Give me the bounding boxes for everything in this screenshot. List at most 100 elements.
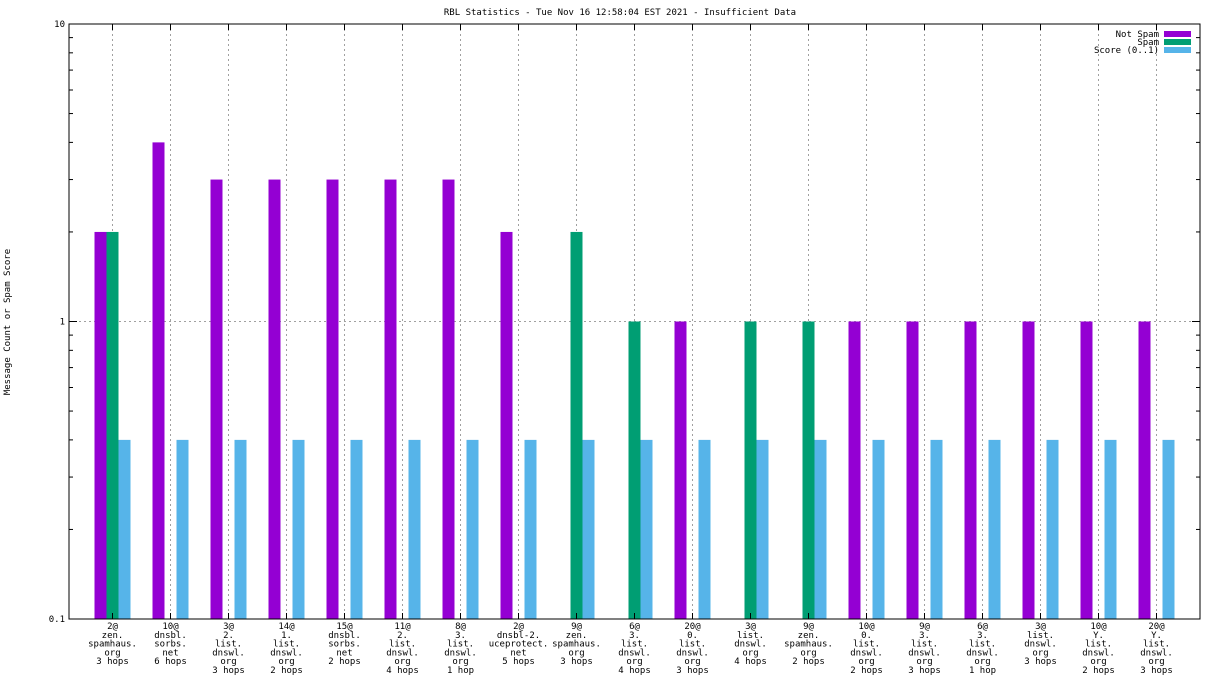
- x-tick-label-line: 3@: [1035, 622, 1046, 632]
- x-tick-label-line: 14@: [278, 622, 295, 632]
- x-tick-label-line: dnswl.: [908, 648, 941, 658]
- x-tick-label-line: org: [626, 657, 642, 667]
- x-tick-label-line: dnsbl-2.: [497, 631, 540, 641]
- x-tick-label: 10@ Y. list. dnswl. org 2 hops: [1082, 622, 1115, 676]
- legend-label: Not Spam: [1116, 30, 1159, 40]
- bar-score-0-1: [292, 439, 305, 619]
- bar-not-spam: [152, 142, 165, 619]
- x-tick-label-line: dnswl.: [1082, 648, 1115, 658]
- x-tick-label-line: 3.: [629, 631, 640, 641]
- bars: [94, 142, 1175, 619]
- bar-not-spam: [326, 179, 339, 619]
- x-tick-label-line: net: [162, 648, 178, 658]
- x-tick-label-line: list.: [911, 640, 938, 650]
- x-tick-label-line: net: [510, 648, 526, 658]
- x-tick-label-line: sorbs.: [328, 640, 361, 650]
- bar-score-0-1: [1104, 439, 1117, 619]
- x-tick-label-line: Y.: [1093, 631, 1104, 641]
- x-tick-label-line: dnswl.: [618, 648, 651, 658]
- x-tick-label-line: 3 hops: [212, 666, 245, 676]
- x-tick-label-line: 2 hops: [850, 666, 883, 676]
- x-tick-label-line: 3 hops: [1024, 657, 1057, 667]
- x-tick-label-line: org: [1032, 648, 1048, 658]
- legend-label: Score (0..1): [1094, 46, 1159, 56]
- legend-label: Spam: [1137, 38, 1159, 48]
- x-tick-label-line: list.: [447, 640, 474, 650]
- x-tick-label: 20@ Y. list. dnswl. org 3 hops: [1140, 622, 1173, 676]
- bar-score-0-1: [756, 439, 769, 619]
- x-tick-label-line: 6 hops: [154, 657, 187, 667]
- x-tick-label-line: 2.: [223, 631, 234, 641]
- x-tick-label-line: zen.: [102, 631, 124, 641]
- x-tick-label: 20@ 0. list. dnswl. org 3 hops: [676, 622, 709, 676]
- bar-score-0-1: [640, 439, 653, 619]
- x-tick-label-line: 1 hop: [447, 666, 474, 676]
- x-tick-label-line: list.: [969, 640, 996, 650]
- x-tick-label-line: 6@: [629, 622, 640, 632]
- x-tick-label-line: 2@: [107, 622, 118, 632]
- x-tick-label-line: dnswl.: [850, 648, 883, 658]
- x-tick-label-line: 15@: [336, 622, 353, 632]
- x-tick-label-line: 2@: [513, 622, 524, 632]
- x-tick-label-line: 4 hops: [386, 666, 419, 676]
- x-tick-label-line: spamhaus.: [88, 640, 137, 650]
- x-tick-label-line: 3.: [977, 631, 988, 641]
- x-tick-label-line: 10@: [858, 622, 875, 632]
- bar-not-spam: [500, 231, 513, 619]
- x-tick-label-line: 1 hop: [969, 666, 996, 676]
- bar-score-0-1: [582, 439, 595, 619]
- bar-not-spam: [848, 321, 861, 619]
- x-tick-label-line: list.: [1143, 640, 1170, 650]
- bar-score-0-1: [234, 439, 247, 619]
- x-tick-label-line: 6@: [977, 622, 988, 632]
- x-tick-label-line: 3@: [745, 622, 756, 632]
- x-tick-label-line: list.: [1085, 640, 1112, 650]
- x-tick-label-line: org: [568, 648, 584, 658]
- x-tick-label-line: 9@: [803, 622, 814, 632]
- x-tick-label-line: org: [742, 648, 758, 658]
- x-tick-label-line: 10@: [1090, 622, 1107, 632]
- bar-not-spam: [268, 179, 281, 619]
- bar-not-spam: [1138, 321, 1151, 619]
- x-tick-label-line: org: [104, 648, 120, 658]
- x-tick-label-line: org: [916, 657, 932, 667]
- x-tick-label-line: dnswl.: [676, 648, 709, 658]
- x-tick-label-line: org: [1148, 657, 1164, 667]
- x-tick-label-line: org: [1090, 657, 1106, 667]
- x-tick-label: 8@ 3. list. dnswl. org 1 hop: [444, 622, 477, 676]
- legend-swatch: [1164, 47, 1191, 53]
- x-tick-label: 3@ list. dnswl. org 3 hops: [1024, 622, 1057, 667]
- bar-score-0-1: [350, 439, 363, 619]
- x-tick-label-line: org: [974, 657, 990, 667]
- x-tick-label-line: 2 hops: [328, 657, 361, 667]
- x-tick-label: 14@ 1. list. dnswl. org 2 hops: [270, 622, 303, 676]
- x-tick-label-line: dnswl.: [734, 640, 767, 650]
- bar-score-0-1: [118, 439, 131, 619]
- x-tick-label: 3@ 2. list. dnswl. org 3 hops: [212, 622, 245, 676]
- x-tick-label-line: 3@: [223, 622, 234, 632]
- x-tick-label-line: list.: [273, 640, 300, 650]
- x-tick-label-line: list.: [215, 640, 242, 650]
- legend-swatch: [1164, 39, 1191, 45]
- y-tick-label: 10: [54, 20, 65, 30]
- x-tick-label-line: 2 hops: [792, 657, 825, 667]
- x-tick-label-line: list.: [679, 640, 706, 650]
- bar-spam: [570, 231, 583, 619]
- x-tick-label-line: list.: [1027, 631, 1054, 641]
- x-tick-label-line: 3 hops: [560, 657, 593, 667]
- x-tick-label: 9@ zen. spamhaus. org 2 hops: [784, 622, 833, 667]
- x-tick-label-line: dnswl.: [1140, 648, 1173, 658]
- x-tick-label-line: zen.: [566, 631, 588, 641]
- x-tick-label: 6@ 3. list. dnswl. org 1 hop: [966, 622, 999, 676]
- bar-score-0-1: [872, 439, 885, 619]
- bar-score-0-1: [466, 439, 479, 619]
- x-tick-label-line: 0.: [861, 631, 872, 641]
- x-tick-label-line: list.: [853, 640, 880, 650]
- x-tick-label-line: org: [800, 648, 816, 658]
- x-tick-label: 9@ zen. spamhaus. org 3 hops: [552, 622, 601, 667]
- x-tick-label-line: 3.: [919, 631, 930, 641]
- bar-score-0-1: [930, 439, 943, 619]
- bar-not-spam: [442, 179, 455, 619]
